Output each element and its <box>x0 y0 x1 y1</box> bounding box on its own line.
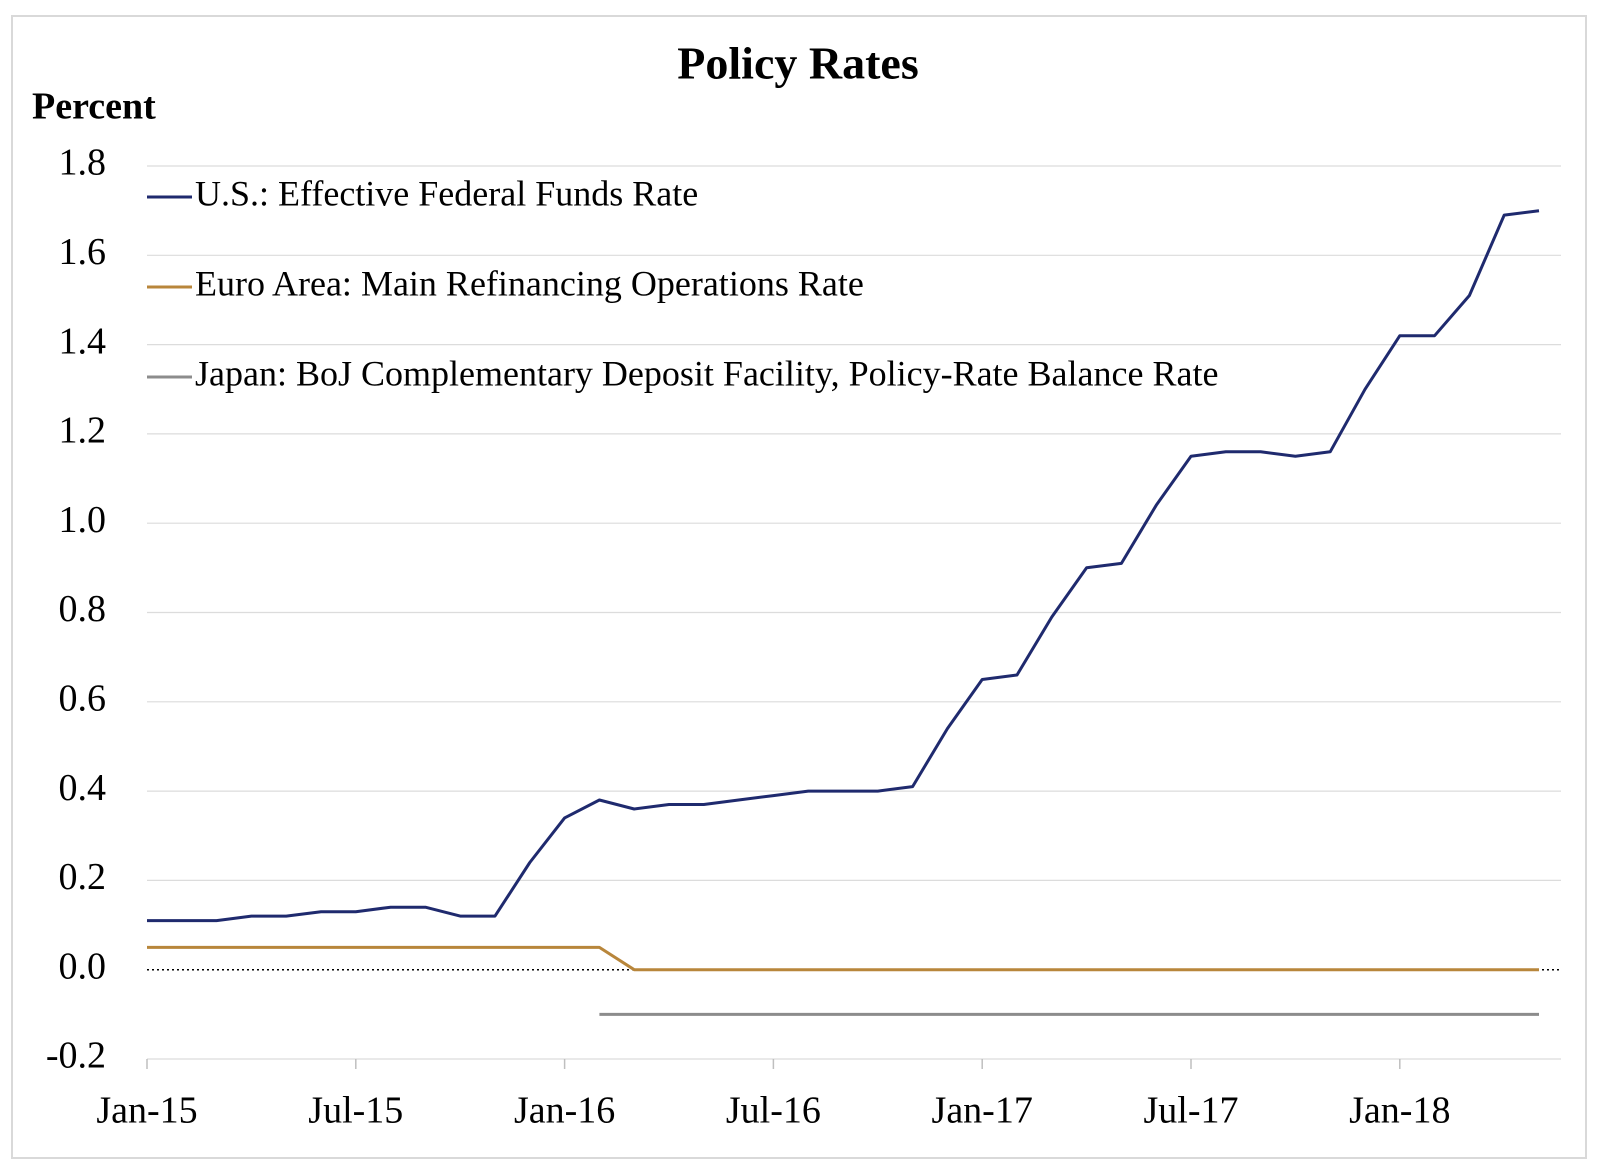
chart-title: Policy Rates <box>677 38 918 89</box>
y-tick-label: 1.8 <box>59 142 107 184</box>
y-tick-label: 0.0 <box>59 945 107 987</box>
y-tick-label: 1.0 <box>59 499 107 541</box>
chart-frame <box>11 15 1587 1159</box>
x-tick-label: Jul-15 <box>308 1090 403 1132</box>
y-tick-label: -0.2 <box>46 1035 106 1077</box>
y-tick-label: 0.6 <box>59 678 107 720</box>
x-tick-label: Jul-16 <box>726 1090 821 1132</box>
legend-label: U.S.: Effective Federal Funds Rate <box>195 173 698 213</box>
x-tick-label: Jan-15 <box>96 1090 197 1132</box>
y-tick-label: 0.2 <box>59 856 107 898</box>
y-tick-label: 1.2 <box>59 410 107 452</box>
y-tick-label: 1.4 <box>59 320 107 362</box>
x-tick-label: Jan-17 <box>932 1090 1033 1132</box>
y-tick-label: 1.6 <box>59 231 107 273</box>
series-line <box>147 945 1539 972</box>
series-line <box>147 209 1540 923</box>
x-tick-label: Jan-18 <box>1349 1090 1450 1132</box>
x-tick-label: Jan-16 <box>514 1090 615 1132</box>
y-tick-label: 0.4 <box>59 767 107 809</box>
y-tick-label: 0.8 <box>59 588 107 630</box>
y-axis-label: Percent <box>32 86 156 128</box>
x-tick-label: Jul-17 <box>1144 1090 1239 1132</box>
legend-label: Euro Area: Main Refinancing Operations R… <box>195 263 864 303</box>
legend-label: Japan: BoJ Complementary Deposit Facilit… <box>195 353 1218 393</box>
